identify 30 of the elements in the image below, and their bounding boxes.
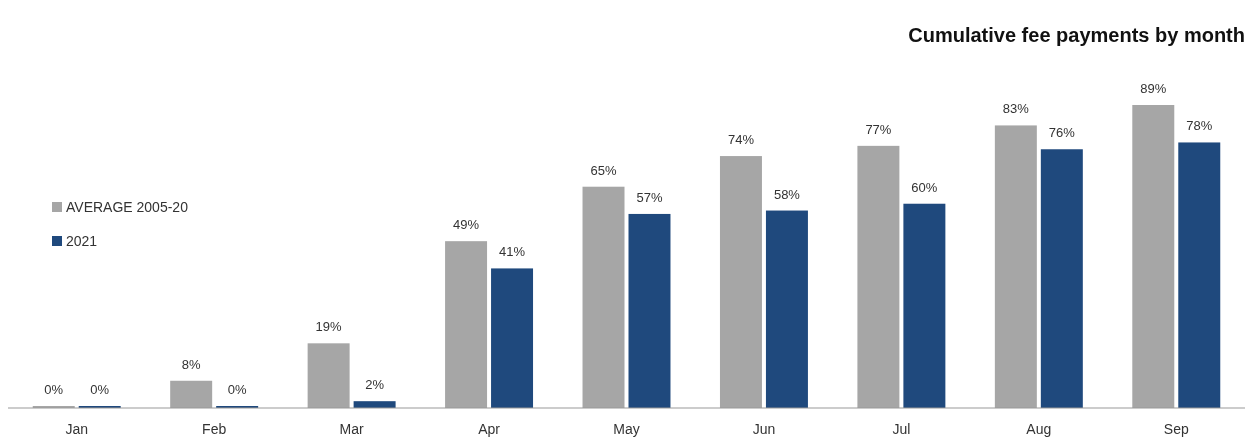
- x-tick-label: Jun: [752, 421, 776, 437]
- x-tick-label: Jan: [65, 421, 89, 437]
- data-label: 60%: [911, 179, 938, 195]
- x-tick-label: Apr: [478, 421, 501, 437]
- x-tick-label: Mar: [339, 421, 364, 437]
- data-label: 65%: [590, 162, 617, 178]
- data-label: 49%: [453, 217, 480, 233]
- data-label: 89%: [1140, 81, 1167, 96]
- data-label: 77%: [865, 121, 892, 137]
- data-label: 58%: [773, 186, 801, 202]
- data-label: 78%: [1186, 118, 1213, 134]
- x-tick-label: Feb: [202, 421, 227, 437]
- data-label: 0%: [44, 382, 64, 397]
- data-label: 41%: [499, 244, 526, 260]
- data-label: 0%: [227, 382, 247, 397]
- data-label: 19%: [315, 319, 343, 335]
- data-label: 76%: [1048, 125, 1076, 141]
- data-label: 8%: [181, 356, 202, 372]
- data-label: 83%: [1002, 101, 1030, 117]
- legend-label: 2021: [66, 233, 98, 249]
- x-tick-label: May: [613, 421, 640, 437]
- chart-title: Cumulative fee payments by month: [908, 24, 1245, 46]
- legend-label: AVERAGE 2005-20: [66, 199, 189, 215]
- data-label: 57%: [636, 189, 663, 205]
- x-tick-label: Jul: [892, 421, 911, 437]
- x-tick-label: Aug: [1026, 421, 1052, 437]
- x-tick-label: Sep: [1163, 421, 1189, 437]
- data-label: 2%: [365, 377, 385, 393]
- data-label: 0%: [90, 382, 110, 397]
- data-label: 74%: [727, 132, 755, 148]
